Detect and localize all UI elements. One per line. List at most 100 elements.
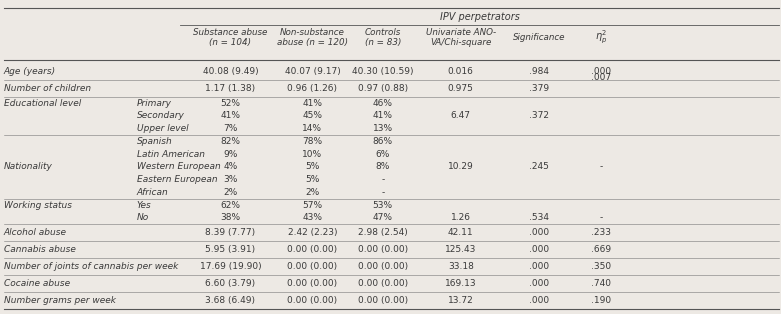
Text: 40.30 (10.59): 40.30 (10.59): [352, 67, 413, 76]
Text: Controls
(n = 83): Controls (n = 83): [365, 28, 401, 47]
Text: .007: .007: [591, 73, 612, 82]
Text: 0.00 (0.00): 0.00 (0.00): [287, 262, 337, 271]
Text: 0.00 (0.00): 0.00 (0.00): [287, 296, 337, 305]
Text: Cannabis abuse: Cannabis abuse: [4, 245, 76, 254]
Text: 0.96 (1.26): 0.96 (1.26): [287, 84, 337, 93]
Text: .534: .534: [529, 214, 549, 222]
Text: 13%: 13%: [373, 124, 393, 133]
Text: 78%: 78%: [302, 137, 323, 146]
Text: 5.95 (3.91): 5.95 (3.91): [205, 245, 255, 254]
Text: 8.39 (7.77): 8.39 (7.77): [205, 228, 255, 237]
Text: Spanish: Spanish: [137, 137, 173, 146]
Text: 0.00 (0.00): 0.00 (0.00): [358, 296, 408, 305]
Text: .000: .000: [529, 262, 549, 271]
Text: 41%: 41%: [302, 99, 323, 108]
Text: Secondary: Secondary: [137, 111, 184, 121]
Text: 0.016: 0.016: [448, 67, 474, 76]
Text: 10%: 10%: [302, 150, 323, 159]
Text: 5%: 5%: [305, 175, 319, 184]
Text: 6.47: 6.47: [451, 111, 471, 121]
Text: Number grams per week: Number grams per week: [4, 296, 116, 305]
Text: 0.975: 0.975: [448, 84, 474, 93]
Text: Western European: Western European: [137, 162, 220, 171]
Text: -: -: [381, 188, 384, 197]
Text: Educational level: Educational level: [4, 99, 81, 108]
Text: 41%: 41%: [373, 111, 393, 121]
Text: Working status: Working status: [4, 201, 72, 210]
Text: 52%: 52%: [220, 99, 241, 108]
Text: IPV perpetrators: IPV perpetrators: [440, 12, 519, 22]
Text: 46%: 46%: [373, 99, 393, 108]
Text: .190: .190: [591, 296, 612, 305]
Text: 2.98 (2.54): 2.98 (2.54): [358, 228, 408, 237]
Text: Substance abuse
(n = 104): Substance abuse (n = 104): [193, 28, 268, 47]
Text: Cocaine abuse: Cocaine abuse: [4, 279, 70, 288]
Text: 0.00 (0.00): 0.00 (0.00): [287, 279, 337, 288]
Text: 7%: 7%: [223, 124, 237, 133]
Text: 41%: 41%: [220, 111, 241, 121]
Text: 9%: 9%: [223, 150, 237, 159]
Text: Significance: Significance: [512, 33, 565, 42]
Text: 0.00 (0.00): 0.00 (0.00): [358, 279, 408, 288]
Text: 62%: 62%: [220, 201, 241, 210]
Text: -: -: [600, 162, 603, 171]
Text: 47%: 47%: [373, 214, 393, 222]
Text: .245: .245: [529, 162, 549, 171]
Text: 2%: 2%: [305, 188, 319, 197]
Text: 5%: 5%: [305, 162, 319, 171]
Text: 0.00 (0.00): 0.00 (0.00): [287, 245, 337, 254]
Text: Upper level: Upper level: [137, 124, 188, 133]
Text: 2.42 (2.23): 2.42 (2.23): [287, 228, 337, 237]
Text: 0.97 (0.88): 0.97 (0.88): [358, 84, 408, 93]
Text: 38%: 38%: [220, 214, 241, 222]
Text: .984: .984: [529, 67, 549, 76]
Text: 8%: 8%: [376, 162, 390, 171]
Text: 43%: 43%: [302, 214, 323, 222]
Text: .000: .000: [529, 228, 549, 237]
Text: $\eta_p^2$: $\eta_p^2$: [595, 29, 608, 46]
Text: 42.11: 42.11: [448, 228, 473, 237]
Text: 86%: 86%: [373, 137, 393, 146]
Text: Univariate ANO-
VA/Chi-square: Univariate ANO- VA/Chi-square: [426, 28, 496, 47]
Text: Number of children: Number of children: [4, 84, 91, 93]
Text: 13.72: 13.72: [448, 296, 473, 305]
Text: .669: .669: [591, 245, 612, 254]
Text: .233: .233: [591, 228, 612, 237]
Text: 40.08 (9.49): 40.08 (9.49): [202, 67, 259, 76]
Text: 17.69 (19.90): 17.69 (19.90): [200, 262, 261, 271]
Text: Number of joints of cannabis per week: Number of joints of cannabis per week: [4, 262, 178, 271]
Text: 0.00 (0.00): 0.00 (0.00): [358, 245, 408, 254]
Text: .379: .379: [529, 84, 549, 93]
Text: 53%: 53%: [373, 201, 393, 210]
Text: Eastern European: Eastern European: [137, 175, 217, 184]
Text: 4%: 4%: [223, 162, 237, 171]
Text: 1.17 (1.38): 1.17 (1.38): [205, 84, 255, 93]
Text: 0.00 (0.00): 0.00 (0.00): [358, 262, 408, 271]
Text: 3.68 (6.49): 3.68 (6.49): [205, 296, 255, 305]
Text: Nationality: Nationality: [4, 162, 53, 171]
Text: African: African: [137, 188, 169, 197]
Text: 2%: 2%: [223, 188, 237, 197]
Text: Non-substance
abuse (n = 120): Non-substance abuse (n = 120): [277, 28, 348, 47]
Text: 14%: 14%: [302, 124, 323, 133]
Text: 6%: 6%: [376, 150, 390, 159]
Text: 6.60 (3.79): 6.60 (3.79): [205, 279, 255, 288]
Text: .000: .000: [529, 245, 549, 254]
Text: -: -: [381, 175, 384, 184]
Text: 125.43: 125.43: [445, 245, 476, 254]
Text: .350: .350: [591, 262, 612, 271]
Text: 3%: 3%: [223, 175, 237, 184]
Text: 1.26: 1.26: [451, 214, 471, 222]
Text: 57%: 57%: [302, 201, 323, 210]
Text: Yes: Yes: [137, 201, 152, 210]
Text: Alcohol abuse: Alcohol abuse: [4, 228, 67, 237]
Text: .000: .000: [529, 279, 549, 288]
Text: 82%: 82%: [220, 137, 241, 146]
Text: No: No: [137, 214, 149, 222]
Text: 169.13: 169.13: [445, 279, 476, 288]
Text: .372: .372: [529, 111, 549, 121]
Text: 10.29: 10.29: [448, 162, 473, 171]
Text: .000: .000: [591, 67, 612, 76]
Text: .000: .000: [529, 296, 549, 305]
Text: Age (years): Age (years): [4, 67, 56, 76]
